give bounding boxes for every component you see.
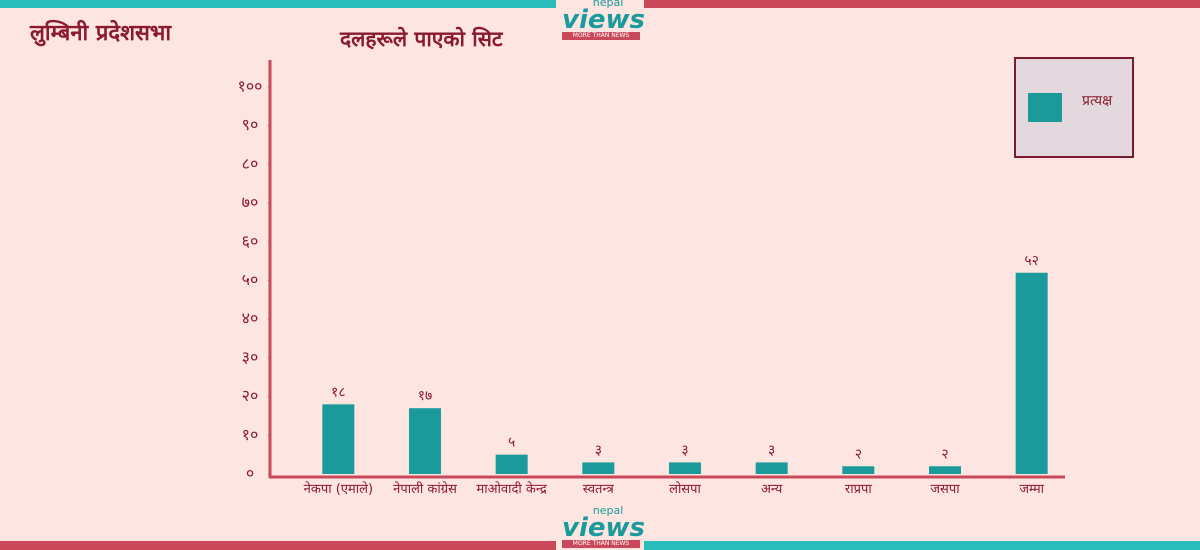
bottom-bar-left [0,541,556,550]
legend-label: प्रत्यक्ष [1082,93,1113,109]
logo-main: views [562,5,645,35]
logo-top: nepal [592,504,624,517]
bar [755,462,788,474]
value-label: ३ [681,442,688,458]
y-tick-label: १०० [238,77,263,96]
y-tick-label: २० [242,386,259,405]
bar [582,462,615,474]
y-tick-label: ४० [242,309,259,328]
logo: nepal views MORE THAN NEWS [562,0,645,40]
value-label: ५२ [1024,253,1039,269]
x-tick-label: माओवादी केन्द्र [476,482,547,497]
bar [1015,272,1048,474]
y-tick-label: ९० [242,115,259,134]
x-tick-label: स्वतन्त्र [582,482,614,497]
y-tick-label: ३० [242,347,259,366]
bar [495,454,528,474]
top-bar-left [0,0,556,8]
x-tick-label: जम्मा [1019,482,1044,497]
y-tick-label: ८० [242,154,259,173]
logo: nepal views MORE THAN NEWS [562,504,645,548]
value-label: ५ [508,435,515,451]
x-tick-label: राप्रपा [844,482,872,497]
legend-swatch [1028,93,1062,122]
y-tick-label: १० [242,425,259,444]
value-label: २ [941,446,948,462]
y-tick-label: ५० [242,270,259,289]
x-tick-label: अन्य [761,482,783,497]
value-label: २ [855,446,862,462]
x-tick-label: नेकपा (एमाले) [303,482,374,497]
value-label: ३ [768,442,775,458]
value-label: १८ [331,384,346,400]
bottom-bar-right [644,541,1200,550]
y-tick-label: ० [246,464,254,483]
bar [322,404,355,474]
value-label: १७ [418,388,433,404]
chart-subtitle: दलहरूले पाएको सिट [339,26,504,51]
logo-main: views [562,513,645,543]
logo-top: nepal [592,0,624,9]
y-tick-label: ७० [242,193,259,212]
x-tick-label: नेपाली कांग्रेस [393,482,457,497]
x-tick-label: लोसपा [669,482,701,497]
bar [409,408,441,474]
value-label: ३ [595,442,602,458]
bar [842,466,875,474]
x-tick-label: जसपा [930,482,960,497]
top-bar-right [644,0,1200,8]
logo-tagline: MORE THAN NEWS [562,32,640,40]
bar [669,462,701,474]
logo-tagline: MORE THAN NEWS [562,540,640,548]
chart-title: लुम्बिनी प्रदेशसभा [29,19,172,47]
bar [929,466,961,474]
y-tick-label: ६० [242,231,259,250]
